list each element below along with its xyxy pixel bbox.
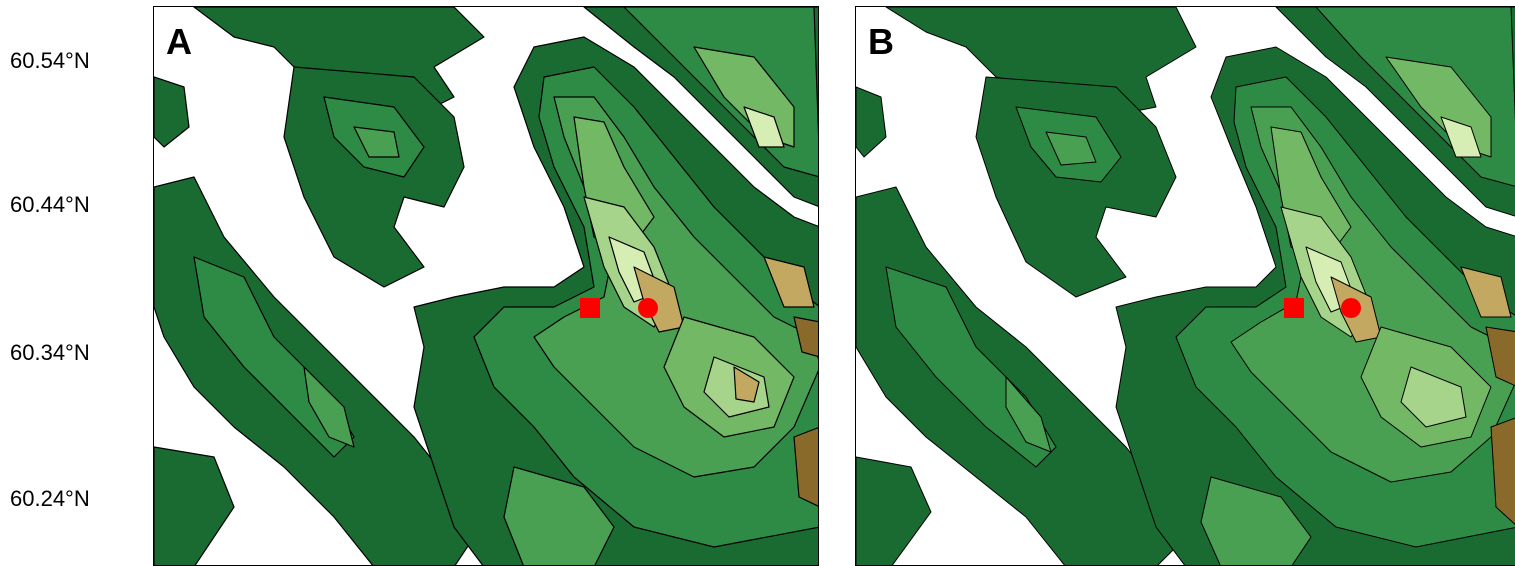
terrain-land [633, 266, 685, 333]
latitude-axis: 60.54°N 60.44°N 60.34°N 60.24°N [0, 0, 150, 559]
terrain-land [154, 76, 190, 148]
terrain-land [1490, 417, 1515, 525]
panel-label-a: A [166, 21, 192, 62]
terrain-land [763, 256, 815, 308]
terrain-land [975, 76, 1177, 298]
terrain-map-a [154, 7, 818, 565]
terrain-land [283, 66, 465, 288]
terrain-land [353, 126, 400, 158]
terrain-land [1485, 326, 1515, 387]
terrain-land [1200, 476, 1312, 565]
map-panel-a: A [153, 6, 819, 566]
terrain-land [503, 466, 615, 565]
site-circle-marker [638, 298, 658, 318]
terrain-map-b [856, 7, 1515, 565]
terrain-land [1440, 116, 1482, 158]
terrain-land [733, 366, 760, 403]
site-circle-marker [1341, 298, 1361, 318]
site-square-marker [580, 298, 600, 318]
terrain-land [793, 316, 818, 358]
terrain-land [1045, 131, 1097, 166]
latitude-label: 60.34°N [10, 340, 90, 365]
latitude-label: 60.24°N [10, 486, 90, 511]
map-panel-b: B [855, 6, 1515, 566]
latitude-label: 60.54°N [10, 48, 90, 73]
panel-label-b: B [868, 21, 894, 62]
terrain-land [1400, 366, 1467, 428]
terrain-land [303, 366, 355, 448]
latitude-label: 60.44°N [10, 192, 90, 217]
terrain-land [793, 427, 818, 507]
terrain-land [856, 456, 932, 565]
terrain-land [856, 86, 887, 158]
terrain-land [743, 106, 785, 148]
terrain-land [1460, 266, 1512, 318]
terrain-land [1005, 376, 1052, 453]
terrain-land [154, 446, 235, 565]
site-square-marker [1284, 298, 1304, 318]
